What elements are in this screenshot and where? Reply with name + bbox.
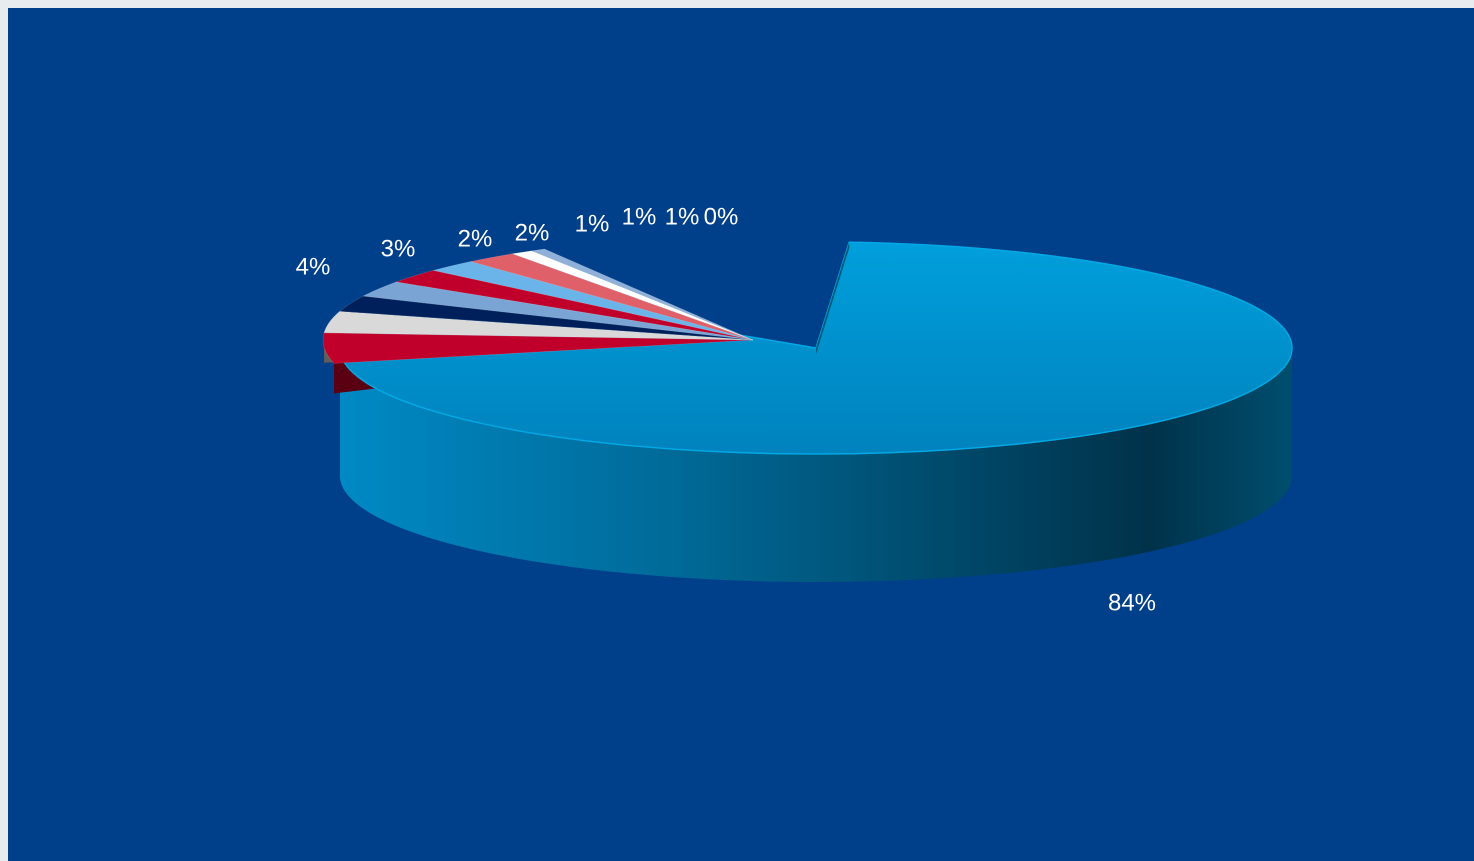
data-label-5: 1% — [575, 210, 610, 237]
slice-1 — [322, 332, 754, 364]
slice-side-0 — [340, 348, 1292, 582]
slice-4 — [361, 281, 754, 341]
slice-0-edge — [816, 242, 850, 354]
data-label-1: 4% — [296, 253, 331, 280]
data-label-0: 84% — [1108, 589, 1156, 616]
slice-2 — [323, 310, 754, 341]
slice-7 — [470, 253, 754, 341]
slice-5 — [394, 269, 754, 341]
pie-chart: 84%4%3% 2% 2% 1% 1% 1% 0% — [296, 203, 1293, 616]
slice-8 — [510, 250, 754, 341]
data-label-7: 1% — [665, 203, 700, 230]
slice-0 — [339, 241, 1293, 455]
slice-3 — [338, 295, 754, 341]
slice-6 — [433, 261, 754, 341]
data-label-3: 2% — [458, 225, 493, 252]
data-label-8: 0% — [704, 203, 739, 230]
chart-area: 84% 4% 3% 2% 2% 1% 1% 1% 0% — [8, 8, 1474, 861]
data-label-6: 1% — [622, 203, 657, 230]
slice-9 — [530, 248, 754, 341]
data-label-4: 2% — [515, 219, 550, 246]
data-label-2: 3% — [381, 235, 416, 262]
